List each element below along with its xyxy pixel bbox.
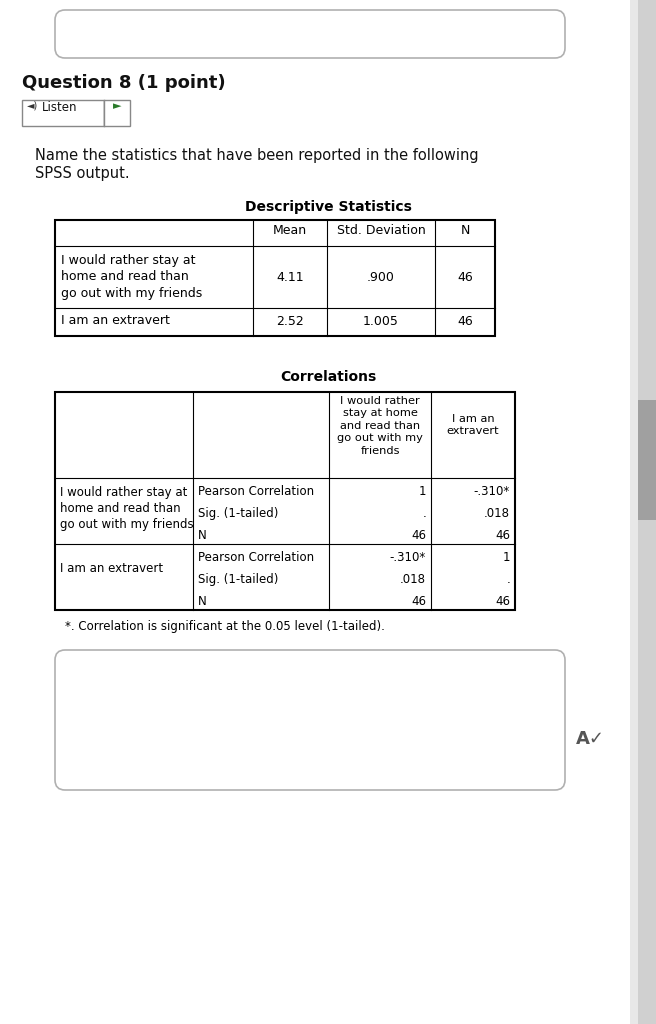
Text: 46: 46 xyxy=(457,315,473,328)
Text: ►: ► xyxy=(113,101,121,111)
Text: Pearson Correlation: Pearson Correlation xyxy=(198,485,314,498)
Text: I would rather
stay at home
and read than
go out with my
friends: I would rather stay at home and read tha… xyxy=(337,396,423,456)
Text: 46: 46 xyxy=(495,595,510,608)
Text: .: . xyxy=(506,573,510,586)
Text: Sig. (1-tailed): Sig. (1-tailed) xyxy=(198,507,278,520)
Text: 46: 46 xyxy=(411,529,426,542)
Text: I would rather stay at
home and read than
go out with my friends: I would rather stay at home and read tha… xyxy=(60,486,194,531)
Text: 1.005: 1.005 xyxy=(363,315,399,328)
Text: 2.52: 2.52 xyxy=(276,315,304,328)
Text: A✓: A✓ xyxy=(575,730,604,748)
Text: -.310*: -.310* xyxy=(390,551,426,564)
Text: 1: 1 xyxy=(502,551,510,564)
Text: ◄): ◄) xyxy=(27,101,38,111)
Text: Name the statistics that have been reported in the following: Name the statistics that have been repor… xyxy=(35,148,479,163)
Text: 46: 46 xyxy=(457,271,473,284)
Text: Question 8 (1 point): Question 8 (1 point) xyxy=(22,74,226,92)
Text: 1: 1 xyxy=(419,485,426,498)
FancyBboxPatch shape xyxy=(55,10,565,58)
Text: 4.11: 4.11 xyxy=(276,271,304,284)
Text: .900: .900 xyxy=(367,271,395,284)
Text: Std. Deviation: Std. Deviation xyxy=(337,224,425,237)
Text: .018: .018 xyxy=(400,573,426,586)
Text: Correlations: Correlations xyxy=(280,370,376,384)
Text: -.310*: -.310* xyxy=(474,485,510,498)
Bar xyxy=(55,392,515,610)
Bar xyxy=(55,220,495,336)
Text: N: N xyxy=(198,529,207,542)
Text: N: N xyxy=(461,224,470,237)
Text: Listen: Listen xyxy=(42,101,77,114)
Text: Sig. (1-tailed): Sig. (1-tailed) xyxy=(198,573,278,586)
Text: I am an extravert: I am an extravert xyxy=(61,314,170,327)
Text: I would rather stay at
home and read than
go out with my friends: I would rather stay at home and read tha… xyxy=(61,254,202,300)
Text: .: . xyxy=(422,507,426,520)
Text: 46: 46 xyxy=(495,529,510,542)
Text: *. Correlation is significant at the 0.05 level (1-tailed).: *. Correlation is significant at the 0.0… xyxy=(65,620,385,633)
Text: N: N xyxy=(198,595,207,608)
Bar xyxy=(638,400,656,520)
Bar xyxy=(638,0,656,1024)
Bar xyxy=(22,100,104,126)
Text: I am an extravert: I am an extravert xyxy=(60,562,163,575)
Text: Mean: Mean xyxy=(273,224,307,237)
Text: .018: .018 xyxy=(484,507,510,520)
Bar xyxy=(104,100,130,126)
Text: Descriptive Statistics: Descriptive Statistics xyxy=(245,200,411,214)
Text: I am an
extravert: I am an extravert xyxy=(447,414,499,436)
Text: Pearson Correlation: Pearson Correlation xyxy=(198,551,314,564)
Text: SPSS output.: SPSS output. xyxy=(35,166,130,181)
FancyBboxPatch shape xyxy=(55,650,565,790)
Text: 46: 46 xyxy=(411,595,426,608)
